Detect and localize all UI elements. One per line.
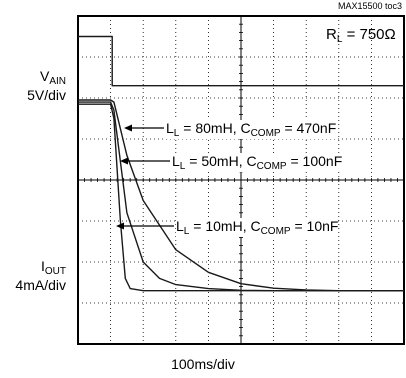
trace-iout-10mH (78, 103, 404, 292)
load-resistance-label: RL = 750Ω (326, 26, 396, 45)
channel-label-vain: VAIN 5V/div (27, 68, 66, 103)
annotation-arrows (116, 124, 174, 230)
annotation-50mH: LL = 50mH, CCOMP = 100nF (172, 153, 343, 172)
arrow-head (120, 157, 128, 165)
document-id: MAX15500 toc3 (337, 1, 402, 11)
trace-vain (78, 35, 404, 87)
traces (78, 35, 404, 292)
plot-frame (77, 15, 405, 345)
annotation-10mH: LL = 10mH, CCOMP = 10nF (176, 218, 339, 237)
arrow-head (116, 222, 124, 230)
annotation-80mH: LL = 80mH, CCOMP = 470nF (166, 120, 337, 139)
arrow-head (124, 124, 132, 132)
channel-label-iout: IOUT 4mA/div (15, 258, 66, 293)
grid (77, 15, 405, 345)
x-axis-scale-label: 100ms/div (171, 356, 235, 372)
